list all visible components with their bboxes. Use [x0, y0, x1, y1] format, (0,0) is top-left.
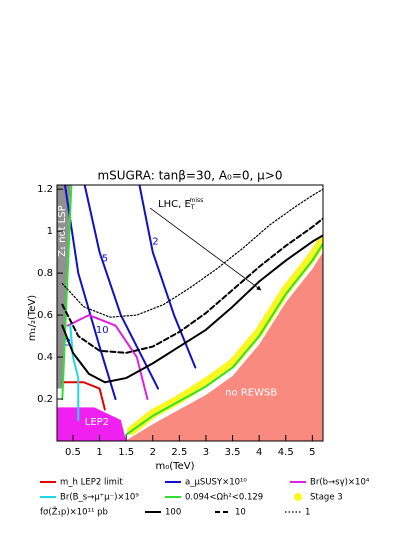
arrow-label: LHC, ETmiss	[158, 197, 203, 211]
legend-label: Br(B_s→μ⁺μ⁻)×10⁹	[60, 493, 139, 503]
x-tick-label: 2	[150, 447, 156, 458]
region-label: LEP2	[85, 417, 109, 428]
arrow	[149, 207, 262, 291]
y-tick-label: 0.8	[37, 268, 53, 279]
legend-title: fσ(Z̃₁p)×10¹¹ pb	[40, 506, 108, 518]
x-axis-label: m₀(TeV)	[156, 461, 195, 472]
y-tick-label: 0.4	[37, 352, 53, 363]
series-line	[61, 217, 323, 354]
x-tick-label: 2.5	[171, 447, 187, 458]
x-tick-label: 0.5	[65, 447, 81, 458]
series-line	[61, 185, 323, 436]
contour-label: 10	[96, 325, 109, 336]
y-tick-label: 1.2	[37, 184, 53, 195]
legend-label: m_h LEP2 limit	[60, 478, 123, 488]
x-tick-label: 4	[256, 447, 262, 458]
region	[125, 252, 323, 441]
legend-label: 10	[235, 508, 246, 518]
x-tick-label: 1	[96, 447, 102, 458]
contour-label: 2	[152, 237, 158, 248]
series-line	[63, 185, 197, 401]
legend-label: a_μSUSY×10¹⁰	[185, 478, 247, 488]
series-line	[69, 324, 80, 422]
y-axis-label: m₁/₂(TeV)	[27, 295, 38, 341]
legend-label: Br(b→sγ)×10⁴	[310, 478, 370, 488]
x-tick-label: 4.5	[278, 447, 294, 458]
contour-label: 3	[64, 337, 70, 348]
region	[57, 185, 71, 389]
plot-frame	[56, 184, 324, 442]
series-line	[61, 381, 106, 411]
legend-label: 1	[305, 508, 310, 518]
legend-label: 100	[165, 508, 181, 518]
legend-label: 0.094<Ωh²<0.129	[185, 493, 263, 503]
x-tick-label: 3	[203, 447, 209, 458]
plot-area	[57, 185, 323, 441]
legend-swatch	[294, 493, 302, 501]
legend-label: Stage 3	[310, 493, 343, 503]
x-tick-label: 1.5	[118, 447, 134, 458]
x-tick-label: 5	[309, 447, 315, 458]
region-label: no REWSB	[225, 388, 277, 399]
y-tick-label: 0.2	[37, 394, 53, 405]
region	[57, 407, 127, 441]
y-tick-label: 0.6	[37, 310, 53, 321]
y-tick-label: 1	[47, 226, 53, 237]
series-line	[61, 234, 323, 384]
chart-title: mSUGRA: tanβ=30, A₀=0, μ>0	[97, 169, 282, 183]
series-line	[61, 188, 323, 318]
contour-label: 5	[102, 253, 108, 264]
x-tick-label: 3.5	[225, 447, 241, 458]
series-line	[126, 235, 323, 436]
